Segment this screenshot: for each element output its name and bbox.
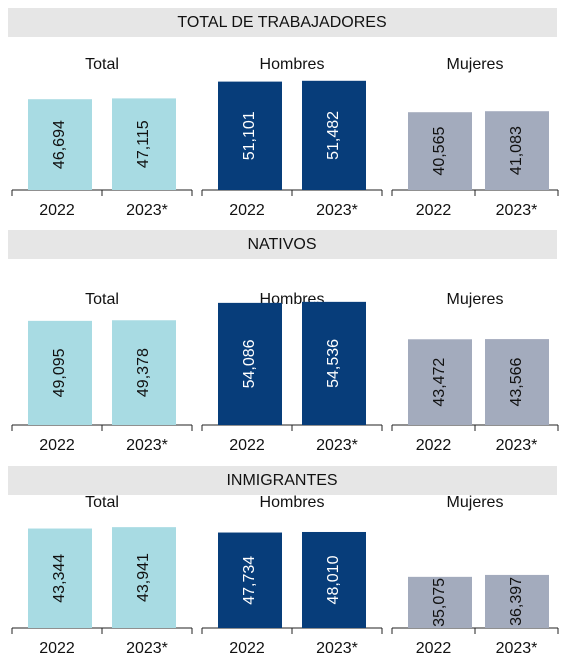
x-tick-label: 2022 bbox=[229, 437, 265, 454]
bar bbox=[28, 99, 92, 190]
bar bbox=[408, 576, 472, 628]
value-label: 54,086 bbox=[241, 339, 258, 388]
section-band bbox=[8, 230, 557, 259]
bar bbox=[218, 532, 282, 628]
value-label: 51,101 bbox=[241, 111, 258, 160]
value-label: 35,075 bbox=[431, 578, 448, 627]
x-tick-label: 2023* bbox=[316, 640, 358, 657]
section-title: NATIVOS bbox=[247, 236, 316, 253]
x-tick-label: 2023* bbox=[126, 202, 168, 219]
x-tick-label: 2022 bbox=[416, 640, 452, 657]
chart-title: Hombres bbox=[260, 56, 325, 73]
bar bbox=[302, 301, 366, 425]
x-tick-label: 2023* bbox=[126, 640, 168, 657]
value-label: 51,482 bbox=[325, 111, 342, 160]
x-tick-label: 2022 bbox=[39, 202, 75, 219]
value-label: 36,397 bbox=[508, 577, 525, 626]
chart-title: Hombres bbox=[260, 494, 325, 511]
x-tick-label: 2023* bbox=[496, 437, 538, 454]
section-band bbox=[8, 466, 557, 495]
chart-title: Mujeres bbox=[447, 291, 504, 308]
value-label: 49,378 bbox=[135, 348, 152, 397]
value-label: 47,115 bbox=[135, 120, 152, 168]
bar bbox=[218, 302, 282, 425]
x-tick-label: 2023* bbox=[126, 437, 168, 454]
value-label: 43,941 bbox=[135, 553, 152, 602]
bar bbox=[218, 81, 282, 190]
bar bbox=[302, 531, 366, 628]
x-tick-label: 2023* bbox=[496, 640, 538, 657]
x-tick-label: 2023* bbox=[316, 437, 358, 454]
value-label: 43,472 bbox=[431, 358, 448, 407]
section-title: INMIGRANTES bbox=[226, 472, 337, 489]
chart-title: Total bbox=[85, 494, 119, 511]
bar bbox=[112, 320, 176, 425]
chart-title: Mujeres bbox=[447, 494, 504, 511]
section-title: TOTAL DE TRABAJADORES bbox=[177, 14, 386, 31]
bar bbox=[485, 339, 549, 425]
bar bbox=[302, 80, 366, 190]
value-label: 47,734 bbox=[241, 556, 258, 605]
bar bbox=[28, 528, 92, 628]
value-label: 43,344 bbox=[51, 554, 68, 603]
chart-title: Mujeres bbox=[447, 56, 504, 73]
bar bbox=[408, 112, 472, 190]
value-label: 40,565 bbox=[431, 127, 448, 176]
x-tick-label: 2023* bbox=[316, 202, 358, 219]
x-tick-label: 2022 bbox=[416, 202, 452, 219]
x-tick-label: 2022 bbox=[39, 640, 75, 657]
section-band bbox=[8, 8, 557, 37]
x-tick-label: 2022 bbox=[229, 640, 265, 657]
chart-title: Total bbox=[85, 291, 119, 308]
bar bbox=[408, 339, 472, 425]
bar bbox=[112, 527, 176, 628]
value-label: 46,694 bbox=[51, 120, 68, 169]
bar bbox=[485, 574, 549, 628]
x-tick-label: 2022 bbox=[39, 437, 75, 454]
chart-title: Total bbox=[85, 56, 119, 73]
x-tick-label: 2022 bbox=[416, 437, 452, 454]
value-label: 49,095 bbox=[51, 348, 68, 397]
value-label: 48,010 bbox=[325, 555, 342, 604]
value-label: 43,566 bbox=[508, 357, 525, 406]
value-label: 54,536 bbox=[325, 339, 342, 388]
bar bbox=[28, 320, 92, 425]
value-label: 41,083 bbox=[508, 126, 525, 175]
bar bbox=[485, 111, 549, 190]
bar bbox=[112, 98, 176, 190]
x-tick-label: 2022 bbox=[229, 202, 265, 219]
x-tick-label: 2023* bbox=[496, 202, 538, 219]
